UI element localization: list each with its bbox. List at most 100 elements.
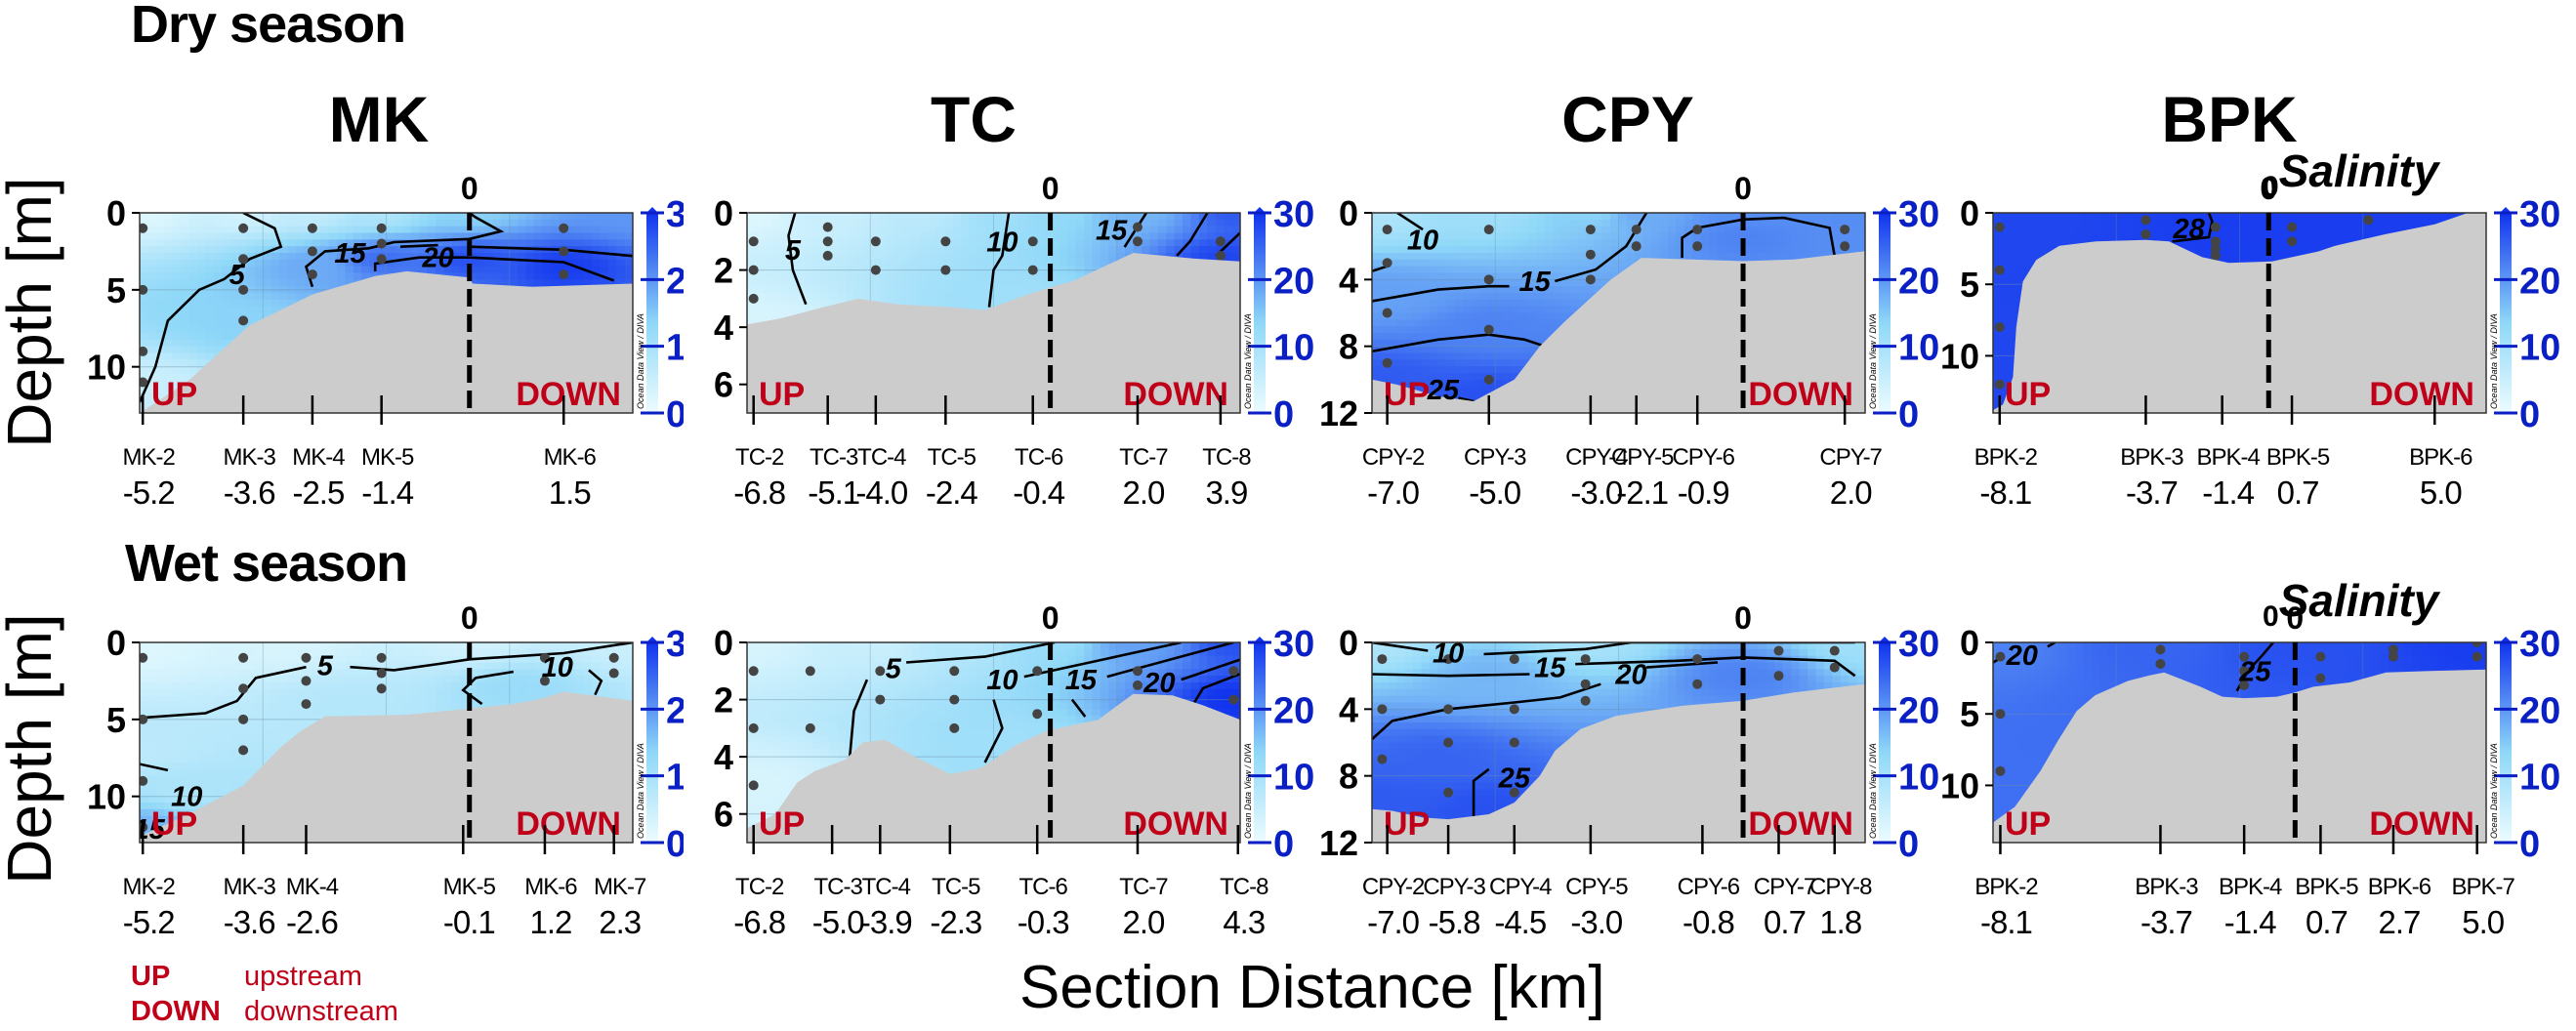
salinity-cell: [164, 279, 173, 287]
salinity-cell: [181, 253, 189, 261]
salinity-cell: [1536, 220, 1545, 227]
salinity-cell: [173, 347, 182, 354]
salinity-cell: [1059, 213, 1068, 221]
salinity-cell: [181, 239, 189, 247]
salinity-cell: [977, 239, 986, 247]
salinity-cell: [1545, 233, 1554, 241]
salinity-cell: [1545, 246, 1554, 254]
salinity-cell: [1067, 227, 1076, 234]
salinity-cell: [173, 300, 182, 308]
salinity-cell: [1569, 267, 1578, 274]
salinity-cell: [944, 300, 953, 308]
legend-row-up: UP upstream: [131, 961, 443, 996]
salinity-cell: [862, 233, 871, 241]
salinity-cell: [1059, 273, 1068, 281]
salinity-cell: [501, 213, 510, 221]
salinity-cell: [551, 273, 560, 281]
salinity-cell: [1166, 246, 1175, 254]
salinity-cell: [1413, 353, 1422, 361]
salinity-cell: [288, 227, 297, 234]
salinity-cell: [936, 253, 945, 261]
sample-point: [377, 239, 387, 249]
salinity-cell: [1389, 366, 1397, 374]
salinity-cell: [1478, 307, 1487, 314]
salinity-cell: [616, 273, 625, 281]
salinity-cell: [181, 213, 189, 221]
salinity-cell: [1487, 267, 1496, 274]
salinity-cell: [920, 286, 929, 294]
salinity-cell: [1520, 347, 1529, 354]
salinity-cell: [879, 260, 888, 268]
salinity-cell: [189, 220, 198, 227]
salinity-cell: [895, 279, 904, 287]
y-tick-label: 6: [714, 365, 733, 405]
salinity-cell: [879, 286, 888, 294]
salinity-cell: [189, 267, 198, 274]
salinity-cell: [961, 213, 970, 221]
salinity-cell: [747, 227, 756, 234]
salinity-cell: [173, 267, 182, 274]
salinity-cell: [164, 220, 173, 227]
salinity-cell: [181, 273, 189, 281]
salinity-cell: [771, 286, 780, 294]
salinity-cell: [296, 246, 305, 254]
salinity-cell: [969, 246, 977, 254]
sample-point: [823, 223, 833, 232]
salinity-cell: [1478, 359, 1487, 367]
salinity-cell: [1413, 366, 1422, 374]
salinity-cell: [846, 293, 854, 301]
salinity-cell: [230, 213, 239, 221]
salinity-cell: [1084, 220, 1093, 227]
salinity-cell: [1504, 366, 1513, 374]
salinity-cell: [551, 267, 560, 274]
salinity-cell: [164, 366, 173, 374]
salinity-cell: [156, 313, 165, 321]
salinity-cell: [1446, 213, 1455, 221]
salinity-cell: [222, 246, 230, 254]
salinity-cell: [395, 227, 403, 234]
salinity-cell: [189, 340, 198, 348]
salinity-cell: [156, 246, 165, 254]
salinity-cell: [1446, 319, 1455, 327]
salinity-cell: [501, 239, 510, 247]
salinity-cell: [1224, 227, 1232, 234]
salinity-cell: [838, 293, 847, 301]
salinity-cell: [846, 260, 854, 268]
salinity-cell: [764, 313, 772, 321]
salinity-cell: [903, 220, 912, 227]
salinity-cell: [1545, 227, 1554, 234]
salinity-cell: [1487, 366, 1496, 374]
salinity-cell: [812, 286, 821, 294]
salinity-cell: [1108, 246, 1117, 254]
salinity-cell: [147, 267, 156, 274]
salinity-cell: [771, 233, 780, 241]
salinity-cell: [551, 239, 560, 247]
salinity-cell: [1504, 359, 1513, 367]
salinity-cell: [797, 220, 806, 227]
salinity-cell: [747, 253, 756, 261]
salinity-cell: [862, 227, 871, 234]
salinity-cell: [1520, 233, 1529, 241]
salinity-cell: [838, 286, 847, 294]
salinity-cell: [542, 253, 551, 261]
salinity-cell: [911, 273, 920, 281]
salinity-cell: [961, 260, 970, 268]
salinity-cell: [911, 286, 920, 294]
salinity-cell: [1512, 300, 1520, 308]
salinity-cell: [1372, 213, 1381, 221]
salinity-cell: [1117, 246, 1126, 254]
salinity-cell: [1191, 239, 1200, 247]
salinity-cell: [1093, 260, 1101, 268]
salinity-cell: [140, 246, 148, 254]
salinity-cell: [271, 300, 280, 308]
salinity-cell: [952, 233, 961, 241]
salinity-cell: [1446, 353, 1455, 361]
salinity-cell: [944, 279, 953, 287]
salinity-cell: [1471, 387, 1479, 394]
station-distance: -4.0: [855, 474, 908, 508]
salinity-cell: [279, 293, 288, 301]
salinity-cell: [526, 233, 535, 241]
salinity-cell: [1380, 239, 1389, 247]
salinity-cell: [821, 260, 830, 268]
salinity-cell: [1446, 300, 1455, 308]
